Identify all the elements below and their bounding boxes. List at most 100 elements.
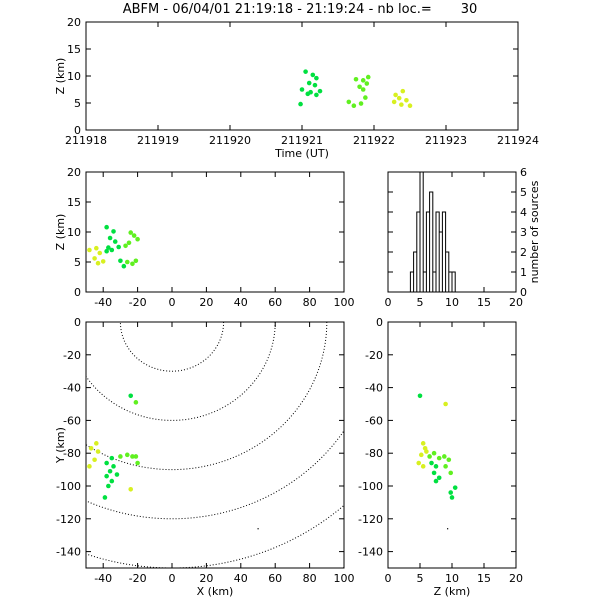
data-point [102, 495, 108, 500]
y-tick-label: 20 [67, 166, 81, 179]
x-tick-label: 10 [445, 572, 459, 585]
data-point [128, 486, 134, 492]
data-point [303, 69, 308, 74]
data-point [317, 88, 323, 94]
data-point [346, 99, 352, 105]
x-tick-label: -20 [129, 296, 147, 309]
data-point [306, 80, 312, 86]
y-tick-label: -120 [358, 513, 383, 526]
x-tick-label: 60 [268, 296, 282, 309]
data-point [400, 88, 406, 94]
data-point [95, 260, 101, 266]
data-point [314, 92, 319, 98]
x-tick-label: 211923 [425, 134, 467, 147]
data-point [104, 248, 109, 254]
y-tick-label: 15 [67, 43, 81, 56]
data-point [94, 245, 99, 251]
data-point [94, 441, 99, 446]
data-point [399, 102, 404, 107]
data-point [391, 99, 397, 105]
data-point [443, 401, 448, 407]
data-point [310, 72, 316, 78]
data-point [128, 230, 134, 235]
y-tick-label: 5 [74, 256, 81, 269]
time-height-data-layer [298, 69, 413, 108]
data-point [118, 258, 123, 264]
data-point [106, 483, 111, 489]
y-axis-label: Y (km) [54, 427, 67, 464]
data-point [88, 445, 94, 451]
data-point [131, 233, 137, 238]
data-point [429, 460, 434, 466]
data-point [351, 103, 357, 108]
x-tick-label: 15 [477, 572, 491, 585]
data-point [314, 75, 319, 81]
x-tick-label: 0 [169, 572, 176, 585]
y-tick-label: 0 [520, 286, 527, 299]
histogram-bar [436, 212, 439, 292]
data-point [109, 455, 115, 461]
histogram-bar [414, 252, 417, 292]
x-z-data-layer [87, 224, 140, 269]
range-ring [86, 322, 328, 471]
y-tick-label: -20 [365, 349, 383, 362]
x-tick-label: 100 [334, 296, 355, 309]
data-point [109, 478, 115, 484]
y-tick-label: -100 [56, 480, 81, 493]
x-tick-label: 20 [509, 296, 523, 309]
data-point [109, 247, 115, 253]
y-tick-label: -100 [358, 480, 383, 493]
x-tick-label: 211920 [209, 134, 251, 147]
x-tick-label: -40 [94, 572, 112, 585]
y-tick-label: -60 [63, 414, 81, 427]
y-tick-label: -40 [63, 382, 81, 395]
chart-title: ABFM - 06/04/01 21:19:18 - 21:19:24 - nb… [122, 2, 478, 17]
y-tick-label: -80 [63, 447, 81, 460]
z-y-data-layer [416, 393, 458, 530]
data-point [95, 449, 101, 454]
y-tick-label: 3 [520, 226, 527, 239]
x-tick-label: 20 [509, 572, 523, 585]
x-tick-label: 0 [169, 296, 176, 309]
data-point [360, 78, 366, 83]
data-point [358, 101, 364, 106]
data-point [299, 87, 305, 92]
x-tick-label: 100 [334, 572, 355, 585]
data-point [97, 250, 103, 256]
histogram-bar [423, 272, 426, 292]
data-point [360, 87, 366, 92]
data-point [312, 82, 318, 88]
histogram-bar [420, 172, 423, 292]
histogram-bar [426, 212, 429, 292]
y-tick-label: 0 [74, 124, 81, 137]
x-tick-label: 211924 [497, 134, 539, 147]
data-point [87, 464, 92, 469]
data-point [116, 244, 121, 250]
x-tick-label: 5 [417, 296, 424, 309]
data-point [417, 393, 423, 399]
data-point [353, 76, 359, 82]
data-point [393, 92, 398, 98]
station-marker [257, 528, 259, 530]
data-point [448, 470, 454, 476]
data-point [407, 103, 413, 108]
y-tick-label: 0 [376, 316, 383, 329]
y-tick-label: 10 [67, 70, 81, 83]
data-point [111, 464, 116, 469]
y-tick-label: 2 [520, 246, 527, 259]
y-tick-label: -80 [365, 447, 383, 460]
y-tick-label: 4 [520, 206, 527, 219]
data-point [112, 239, 118, 244]
data-point [424, 449, 429, 454]
data-point [124, 452, 130, 458]
y-tick-label: 0 [74, 286, 81, 299]
station-marker [447, 528, 449, 530]
data-point [118, 454, 123, 459]
data-point [133, 258, 139, 264]
data-point [452, 485, 458, 490]
histogram-bar [442, 212, 445, 292]
data-point [431, 470, 437, 476]
data-point [420, 441, 426, 446]
data-point [133, 400, 139, 405]
y-axis-label: Z (km) [54, 214, 67, 251]
